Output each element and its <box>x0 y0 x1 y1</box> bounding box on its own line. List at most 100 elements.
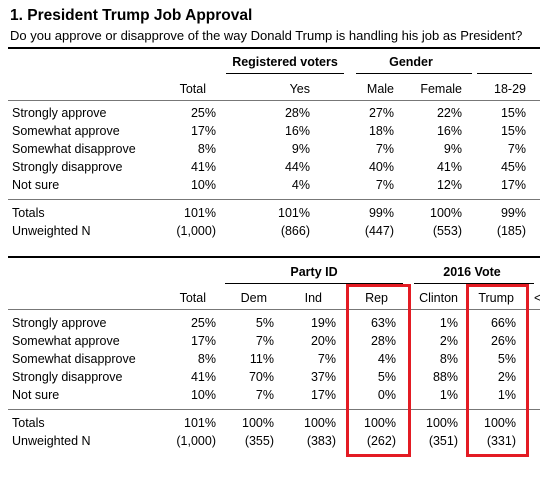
cell: 8% <box>439 352 458 366</box>
rep-column-highlight <box>346 284 411 457</box>
cell: 9% <box>443 142 462 156</box>
cell: 99% <box>368 206 394 220</box>
cell: 101% <box>184 206 216 220</box>
group-header-gender: Gender <box>389 55 433 69</box>
cell: 19% <box>310 316 336 330</box>
cell: 100% <box>430 206 462 220</box>
cell: (1,000) <box>176 224 216 238</box>
cell: 88% <box>432 370 458 384</box>
cell: 18% <box>368 124 394 138</box>
cell: 17% <box>310 388 336 402</box>
table-1-header-rule <box>8 100 540 101</box>
cell: 7% <box>255 388 274 402</box>
cell: 0% <box>377 388 396 402</box>
row-label: Somewhat disapprove <box>12 142 136 156</box>
column-header-trump: Trump <box>478 291 514 305</box>
cell: 22% <box>436 106 462 120</box>
cell: 10% <box>190 388 216 402</box>
column-header-total: Total <box>179 82 206 96</box>
cell: 41% <box>190 160 216 174</box>
cell: 28% <box>370 334 396 348</box>
column-header-male: Male <box>366 82 394 96</box>
cell: 15% <box>500 106 526 120</box>
vote-rule <box>414 283 534 284</box>
column-header-rep: Rep <box>365 291 388 305</box>
age-rule <box>477 73 532 74</box>
cell: 45% <box>500 160 526 174</box>
cell: 27% <box>368 106 394 120</box>
cell: (866) <box>280 224 310 238</box>
registered-voters-rule <box>226 73 344 74</box>
cell: 20% <box>310 334 336 348</box>
cell: 17% <box>190 124 216 138</box>
cell: 7% <box>317 352 336 366</box>
question-title: 1. President Trump Job Approval <box>10 7 253 24</box>
cell: 8% <box>197 352 216 366</box>
question-text: Do you approve or disapprove of the way … <box>10 28 523 43</box>
row-label: Strongly approve <box>12 316 107 330</box>
table-1-totals-rule <box>8 199 540 200</box>
cell: 63% <box>370 316 396 330</box>
row-label: Strongly disapprove <box>12 160 123 174</box>
cell: (383) <box>306 434 336 448</box>
cell: 44% <box>284 160 310 174</box>
row-label: Not sure <box>12 178 60 192</box>
cell: 101% <box>278 206 310 220</box>
cell: 8% <box>197 142 216 156</box>
cell: 16% <box>284 124 310 138</box>
cell: 1% <box>439 388 458 402</box>
group-header-2016-vote: 2016 Vote <box>443 265 501 279</box>
column-header-ind: Ind <box>304 291 322 305</box>
column-header-18-29: 18-29 <box>494 82 526 96</box>
cell: 7% <box>375 178 394 192</box>
cell: 100% <box>242 416 274 430</box>
cell: 7% <box>255 334 274 348</box>
cell: 28% <box>284 106 310 120</box>
cell: 101% <box>184 416 216 430</box>
row-label: Totals <box>12 416 45 430</box>
cell: 15% <box>500 124 526 138</box>
cell: 26% <box>490 334 516 348</box>
cell: 10% <box>190 178 216 192</box>
cell: 99% <box>500 206 526 220</box>
cell: 5% <box>497 352 516 366</box>
cell: (553) <box>432 224 462 238</box>
row-label: Unweighted N <box>12 224 91 238</box>
cell: (447) <box>364 224 394 238</box>
cell: 1% <box>439 316 458 330</box>
cell: 1% <box>497 388 516 402</box>
column-header-yes: Yes <box>289 82 310 96</box>
column-header-female: Female <box>420 82 462 96</box>
table-2-totals-rule <box>8 409 540 410</box>
table-2-header-rule <box>8 309 540 310</box>
cell: 41% <box>436 160 462 174</box>
gender-rule <box>356 73 472 74</box>
trump-column-highlight <box>466 284 529 457</box>
cell: 100% <box>364 416 396 430</box>
cell: 9% <box>291 142 310 156</box>
row-label: Strongly approve <box>12 106 107 120</box>
truncated-column-glyph: < <box>534 291 540 305</box>
cell: 5% <box>255 316 274 330</box>
cell: (355) <box>244 434 274 448</box>
cell: 7% <box>375 142 394 156</box>
cell: 70% <box>248 370 274 384</box>
row-label: Unweighted N <box>12 434 91 448</box>
cell: 2% <box>497 370 516 384</box>
row-label: Totals <box>12 206 45 220</box>
cell: (185) <box>496 224 526 238</box>
cell: 12% <box>436 178 462 192</box>
cell: 37% <box>310 370 336 384</box>
cell: 17% <box>500 178 526 192</box>
cell: (262) <box>366 434 396 448</box>
cell: 16% <box>436 124 462 138</box>
cell: 100% <box>304 416 336 430</box>
party-id-rule <box>225 283 403 284</box>
cell: 2% <box>439 334 458 348</box>
cell: 100% <box>426 416 458 430</box>
column-header-dem: Dem <box>240 291 267 305</box>
table-2-top-rule <box>8 256 540 258</box>
row-label: Somewhat approve <box>12 334 120 348</box>
cell: 40% <box>368 160 394 174</box>
cell: 4% <box>291 178 310 192</box>
